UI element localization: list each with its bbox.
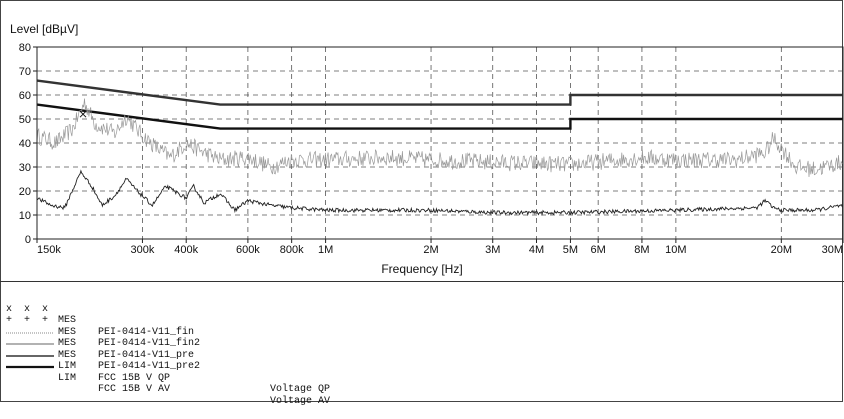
legend-desc: Voltage QP (270, 384, 331, 395)
legend-symbol: x x x (6, 303, 49, 315)
legend-symbol-gray-thick (6, 354, 54, 357)
legend-name: FCC 15B V AV (98, 384, 171, 395)
legend-name: PEI-0414-V11_fin (98, 326, 195, 338)
marker-x (79, 110, 87, 118)
legend-row: LIM FCC 15B V AV Voltage AV (6, 350, 330, 407)
legend-symbol: + + + (6, 315, 49, 326)
x-tick-label: 30M (822, 244, 843, 256)
legend-symbol-dotted (6, 332, 54, 333)
series-layer (36, 79, 844, 217)
y-tick-label: 10 (19, 210, 31, 222)
x-tick-label: 600k (236, 244, 260, 256)
x-tick-label: 10M (665, 244, 686, 256)
legend-type: MES (58, 315, 77, 326)
y-tick-label: 40 (19, 138, 31, 150)
legend-symbol-thin (6, 343, 54, 345)
legend-type: LIM (58, 361, 77, 372)
x-tick-label: 150k (37, 244, 61, 256)
x-tick-label: 20M (771, 244, 792, 256)
scan-line-pei-0414-v11_pre2 (36, 169, 844, 217)
legend-type: MES (58, 326, 77, 338)
y-ticks: 0 10 20 30 40 50 60 70 80 (19, 42, 37, 246)
legend-type: MES (58, 338, 77, 349)
legend-name: FCC 15B V QP (98, 372, 171, 384)
legend-type: MES (58, 349, 77, 361)
x-tick-label: 6M (591, 244, 606, 256)
plot-area (36, 46, 844, 240)
y-axis-label: Level [dBµV] (10, 22, 79, 36)
y-tick-label: 60 (19, 90, 31, 102)
x-tick-label: 2M (423, 244, 438, 256)
x-tick-label: 3M (485, 244, 500, 256)
x-tick-label: 400k (174, 244, 198, 256)
y-tick-label: 80 (19, 42, 31, 54)
legend-name: PEI-0414-V11_pre (98, 349, 195, 361)
limit-line-fcc-15b-v-qp (36, 79, 843, 106)
x-ticks: 150k 300k 400k 600k 800k 1M 2M 3M 4M 5M 6M 8M 10M 20M… (36, 239, 844, 256)
x-tick-label: 5M (563, 244, 578, 256)
x-axis-label: Frequency [Hz] (381, 262, 463, 276)
y-tick-label: 20 (19, 186, 31, 198)
legend-row: + + + MES PEI-0414-V11_fin2 (6, 304, 200, 349)
x-tick-label: 4M (529, 244, 544, 256)
legend-desc: Voltage AV (270, 395, 331, 407)
y-tick-label: 30 (19, 162, 31, 174)
y-tick-label: 50 (19, 114, 31, 126)
y-tick-label: 0 (25, 234, 31, 246)
scan-line-pei-0414-v11_pre (36, 98, 844, 178)
y-tick-label: 70 (19, 66, 31, 78)
x-tick-label: 1M (318, 244, 333, 256)
legend-name: PEI-0414-V11_pre2 (98, 361, 201, 372)
legend-symbol-black-thick (6, 365, 54, 369)
legend-separator (0, 281, 844, 282)
x-tick-label: 8M (634, 244, 649, 256)
legend: x x x MES PEI-0414-V11_fin + + + MES PEI… (6, 292, 330, 407)
limit-line-fcc-15b-v-av (36, 103, 843, 130)
grid (37, 47, 843, 239)
legend-row: LIM FCC 15B V QP Voltage QP (6, 338, 330, 395)
legend-type: LIM (58, 372, 77, 384)
emission-chart: 0 10 20 30 40 50 60 70 80 150k 300k 400k 600k 800k 1M… (19, 42, 844, 256)
legend-row: x x x MES PEI-0414-V11_fin (6, 292, 194, 338)
legend-name: PEI-0414-V11_fin2 (98, 338, 201, 349)
x-tick-label: 300k (131, 244, 155, 256)
x-tick-label: 800k (280, 244, 304, 256)
legend-row: MES PEI-0414-V11_pre2 (6, 327, 200, 372)
legend-row: MES PEI-0414-V11_pre (6, 315, 194, 361)
